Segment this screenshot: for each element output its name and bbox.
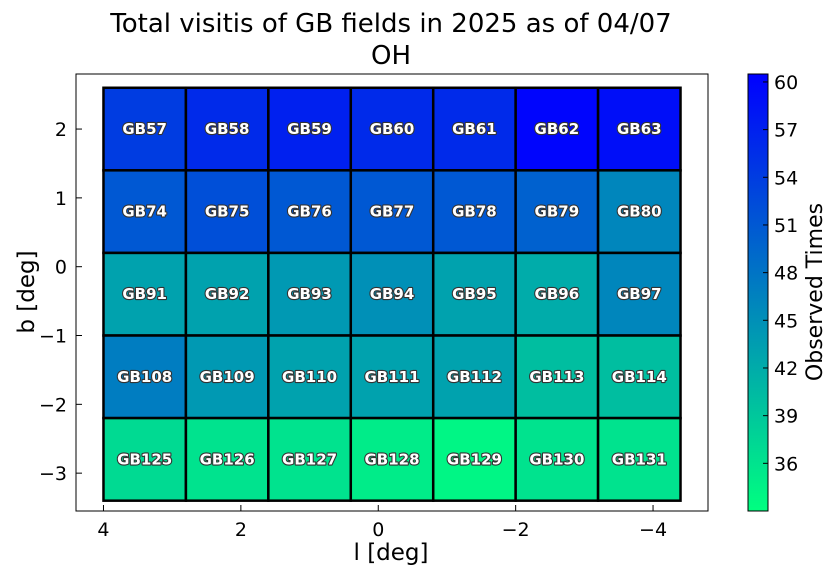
- colorbar-tick-label: 48: [774, 263, 798, 285]
- cell-label: GB57: [122, 120, 167, 138]
- cell-label: GB77: [370, 203, 415, 221]
- y-axis-label: b [deg]: [14, 250, 40, 333]
- cell-label: GB114: [612, 368, 667, 386]
- cell-label: GB126: [200, 450, 255, 468]
- cell-label: GB76: [287, 203, 332, 221]
- heatmap-cell: [102, 86, 188, 172]
- y-tick-label: −2: [39, 394, 67, 416]
- cell-label: GB125: [117, 450, 172, 468]
- colorbar-tick-label: 39: [774, 406, 798, 428]
- cell-label: GB94: [370, 285, 415, 303]
- x-axis-ticks: 4 2 0 −2 −4: [97, 505, 667, 541]
- heatmap-cell: [102, 169, 188, 255]
- y-tick-label: 1: [55, 188, 67, 210]
- heatmap-cell: [267, 251, 353, 337]
- chart-title: Total visitis of GB fields in 2025 as of…: [109, 9, 671, 39]
- y-tick-label: 0: [55, 257, 67, 279]
- heatmap-cell: [596, 416, 682, 502]
- heatmap-cell: [184, 251, 270, 337]
- cell-label: GB63: [617, 120, 662, 138]
- cell-label: GB93: [287, 285, 332, 303]
- heatmap-cell: [596, 251, 682, 337]
- y-axis-ticks: 2 1 0 −1 −2 −3: [39, 119, 82, 485]
- x-tick-label: 4: [97, 519, 109, 541]
- y-tick-label: 2: [55, 119, 67, 141]
- cell-label: GB79: [535, 203, 580, 221]
- cell-label: GB58: [205, 120, 250, 138]
- colorbar-ticks: 36 39 42 45 48 51 54 57 60: [763, 72, 798, 475]
- heatmap-cell: [431, 251, 517, 337]
- colorbar-tick-label: 57: [774, 120, 798, 142]
- colorbar: [747, 73, 769, 512]
- cell-label: GB75: [205, 203, 250, 221]
- cell-label: GB60: [370, 120, 415, 138]
- cell-label: GB131: [612, 450, 667, 468]
- y-tick-label: −3: [39, 463, 67, 485]
- cell-label: GB91: [122, 285, 167, 303]
- colorbar-tick-label: 45: [774, 310, 798, 332]
- cell-label: GB74: [122, 203, 167, 221]
- cell-label: GB109: [200, 368, 255, 386]
- heatmap-cell: [184, 334, 270, 420]
- x-tick-label: 2: [235, 519, 247, 541]
- cell-label: GB62: [535, 120, 580, 138]
- heatmap-cell: [596, 169, 682, 255]
- colorbar-tick-label: 51: [774, 215, 798, 237]
- x-tick-label: −4: [639, 519, 667, 541]
- plot-frame: [75, 73, 709, 512]
- colorbar-tick-label: 36: [774, 453, 798, 475]
- cell-label: GB108: [117, 368, 172, 386]
- cell-label: GB59: [287, 120, 332, 138]
- cell-label: GB112: [447, 368, 502, 386]
- colorbar-label: Observed Times: [803, 203, 828, 381]
- x-axis-label: l [deg]: [354, 540, 429, 566]
- y-tick-label: −1: [39, 326, 67, 348]
- cell-label: GB128: [364, 450, 419, 468]
- heatmap-cell: [102, 334, 188, 420]
- heatmap-cell: [431, 169, 517, 255]
- cell-label: GB129: [447, 450, 502, 468]
- cell-label: GB130: [529, 450, 584, 468]
- heatmap-cell: [514, 416, 600, 502]
- cell-label: GB110: [282, 368, 337, 386]
- heatmap-cells: GB57 GB58 GB59 GB60 GB61 GB62 GB63 GB74 GB75 GB76…: [102, 86, 682, 502]
- cell-label: GB78: [452, 203, 497, 221]
- heatmap-cell: [514, 251, 600, 337]
- cell-label: GB92: [205, 285, 250, 303]
- heatmap-cell: [267, 169, 353, 255]
- colorbar-tick-label: 60: [774, 72, 798, 94]
- colorbar-tick-label: 54: [774, 167, 798, 189]
- heatmap-cell: [267, 416, 353, 502]
- heatmap-cell: [102, 416, 188, 502]
- x-tick-label: −2: [502, 519, 530, 541]
- cell-label: GB61: [452, 120, 497, 138]
- cell-label: GB80: [617, 203, 662, 221]
- cell-label: GB111: [364, 368, 419, 386]
- cell-label: GB96: [535, 285, 580, 303]
- heatmap-cell: [514, 86, 600, 172]
- cell-label: GB95: [452, 285, 497, 303]
- colorbar-tick-label: 42: [774, 358, 798, 380]
- x-tick-label: 0: [372, 519, 384, 541]
- heatmap-cell: [514, 334, 600, 420]
- heatmap-cell: [184, 86, 270, 172]
- cell-label: GB97: [617, 285, 662, 303]
- cell-label: GB113: [529, 368, 584, 386]
- cell-label: GB127: [282, 450, 337, 468]
- chart-subtitle: OH: [371, 41, 411, 71]
